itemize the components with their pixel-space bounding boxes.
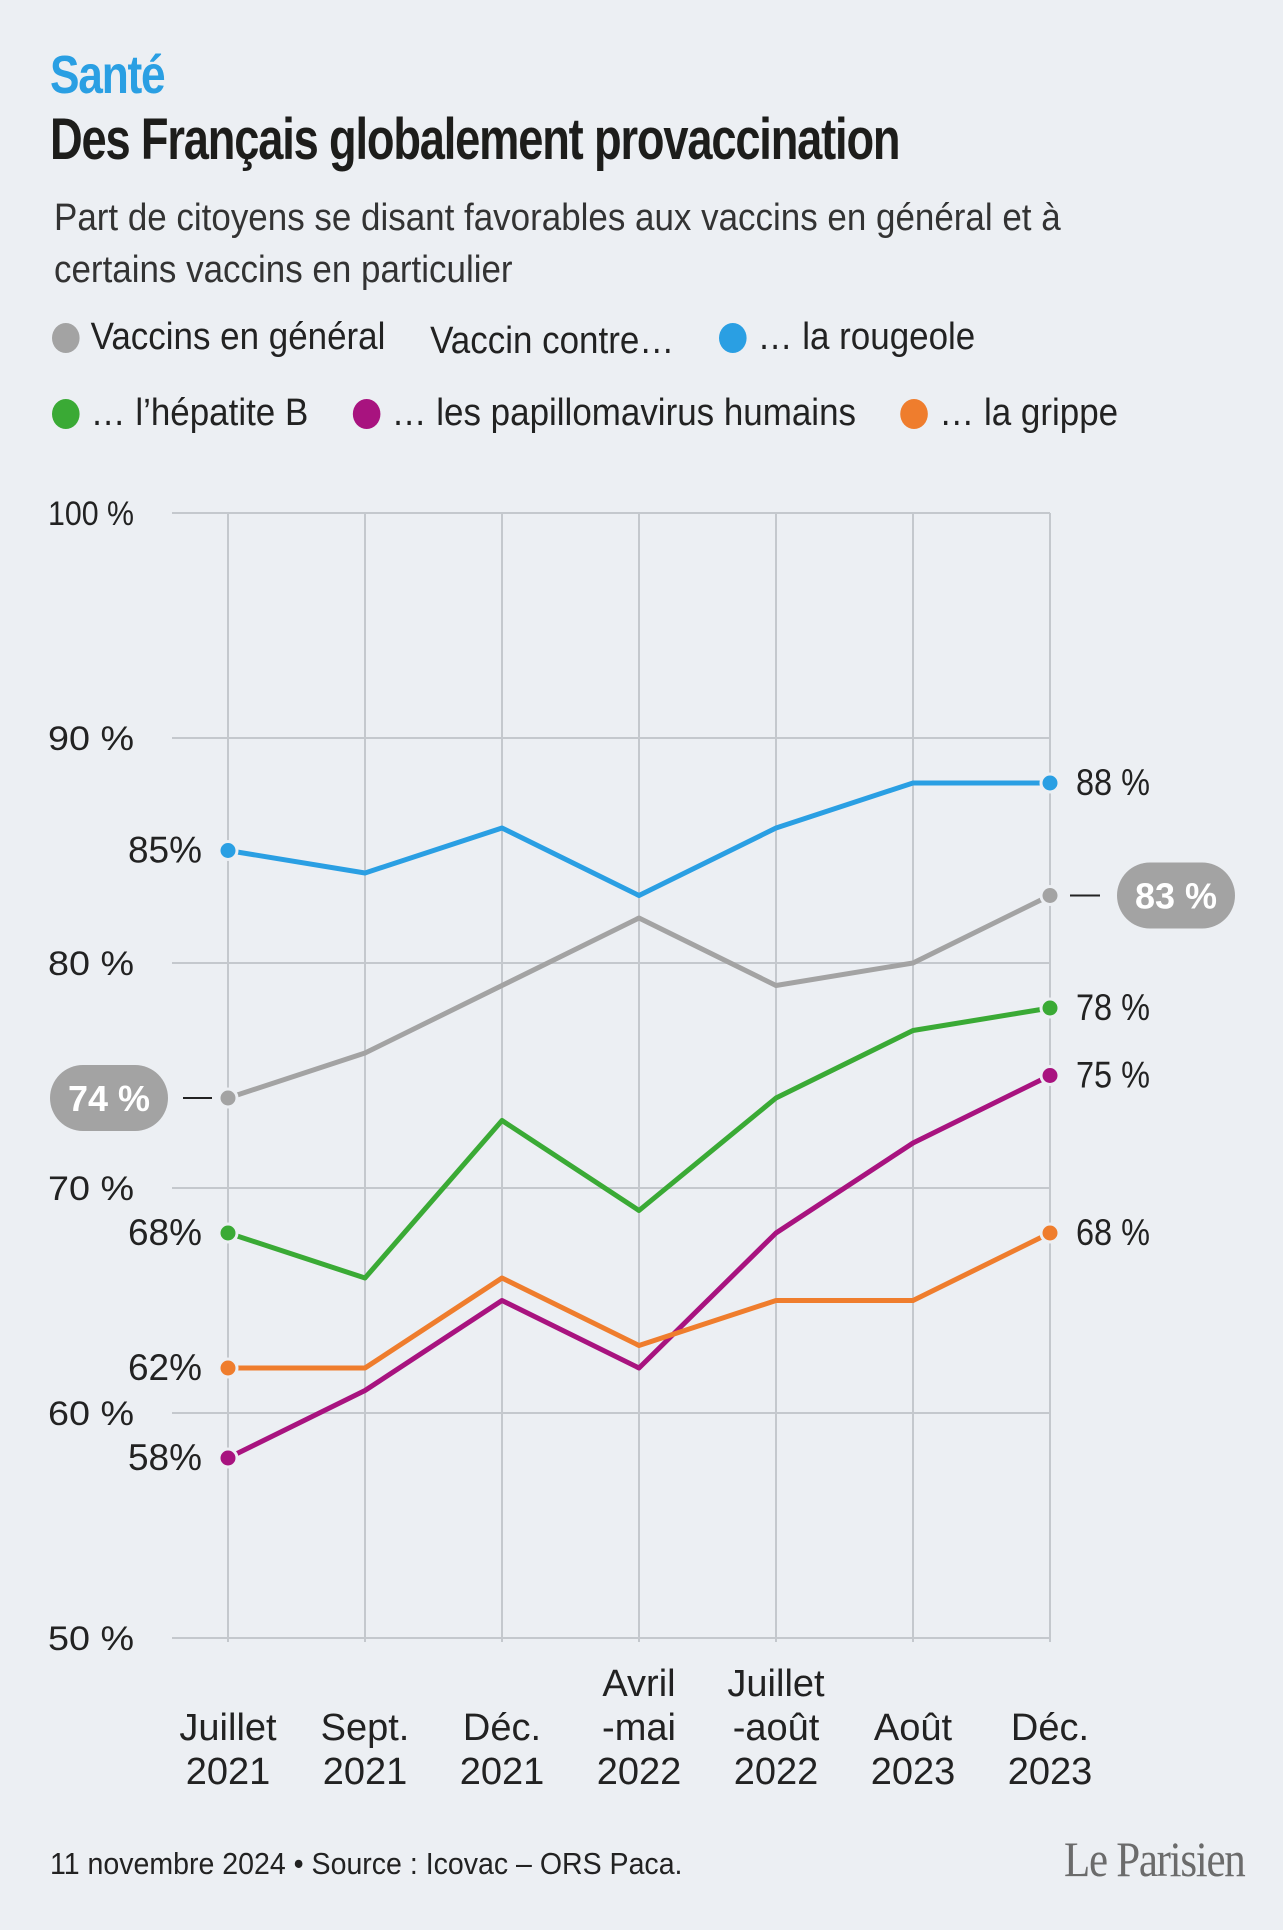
series-line-hepatite [225, 1005, 1053, 1281]
point-papillomavirus-0 [217, 1447, 239, 1469]
label-end-rougeole: 88 % [1076, 762, 1150, 803]
kicker: Santé [50, 45, 166, 105]
legend-item-general: Vaccins en général [52, 316, 385, 359]
series-line-rougeole [225, 780, 1053, 898]
legend-row-2: … l’hépatite B … les papillomavirus huma… [52, 392, 1153, 439]
point-grippe-6 [1039, 1222, 1061, 1244]
x-tick-label-6: Déc. 2023 [1008, 1707, 1093, 1793]
legend-row-1: Vaccins en général Vaccin contre… … la r… [52, 316, 1010, 363]
x-tick-label-2: Déc. 2021 [460, 1707, 545, 1793]
legend-label-rougeole: … la rougeole [757, 316, 976, 358]
x-tick-label-4: Juillet -août 2022 [727, 1663, 825, 1793]
y-tick-label-60: 60 % [48, 1395, 134, 1433]
legend-item-papillomavirus: … les papillomavirus humains [352, 392, 856, 435]
point-general-0 [217, 1087, 239, 1109]
label-end-hepatite: 78 % [1076, 987, 1150, 1028]
y-tick-label-80: 80 % [48, 945, 134, 983]
chart-title: Des Français globalement provaccination [50, 107, 901, 172]
point-grippe-0 [217, 1357, 239, 1379]
series-line-general [225, 893, 1053, 1101]
source-footer: 11 novembre 2024 • Source : Icovac – ORS… [50, 1846, 683, 1881]
legend-group-label: Vaccin contre… [430, 320, 674, 363]
chart-subtitle: Part de citoyens se disant favorables au… [54, 197, 1061, 291]
legend-label-papillomavirus: … les papillomavirus humains [391, 392, 856, 434]
y-tick-label-70: 70 % [48, 1170, 134, 1208]
legend-dot-papillomavirus [352, 398, 381, 429]
series-line-grippe [225, 1230, 1053, 1371]
point-rougeole-0 [217, 840, 239, 861]
legend-label-hepatite: … l’hépatite B [90, 392, 309, 434]
point-general-6 [1039, 885, 1061, 906]
label-start-rougeole: 85% [128, 830, 202, 871]
legend-label-grippe: … la grippe [939, 392, 1119, 434]
legend-item-hepatite: … l’hépatite B [52, 392, 308, 435]
label-start-hepatite: 68% [128, 1212, 202, 1253]
legend-label-group: Vaccin contre… [430, 319, 675, 362]
badge-start-general [50, 1065, 168, 1131]
point-papillomavirus-6 [1039, 1065, 1061, 1086]
point-hepatite-6 [1039, 997, 1061, 1019]
label-end-grippe: 68 % [1076, 1212, 1150, 1253]
x-tick-label-5: Août 2023 [871, 1707, 956, 1793]
x-tick-label-0: Juillet 2021 [179, 1707, 277, 1793]
legend-item-rougeole: … la rougeole [718, 316, 976, 359]
badge-end-general [1117, 862, 1235, 929]
legend-dot-grippe [900, 398, 929, 429]
y-tick-label-90: 90 % [48, 720, 134, 758]
series-line-papillomavirus [225, 1073, 1053, 1461]
x-tick-label-1: Sept. 2021 [321, 1707, 410, 1793]
label-start-general: 74 % [68, 1078, 150, 1119]
legend-dot-rougeole [718, 322, 747, 353]
label-end-papillomavirus: 75 % [1076, 1055, 1150, 1096]
legend-dot-hepatite [52, 398, 80, 429]
point-hepatite-0 [217, 1222, 239, 1244]
label-start-papillomavirus: 58% [128, 1437, 202, 1478]
point-rougeole-6 [1039, 772, 1061, 794]
legend-dot-general [52, 322, 80, 353]
brand-logo: Le Parisien [1064, 1831, 1246, 1887]
y-tick-label-50: 50 % [48, 1620, 134, 1658]
label-start-grippe: 62% [128, 1347, 202, 1388]
legend-item-grippe: … la grippe [900, 392, 1119, 435]
label-end-general: 83 % [1135, 876, 1217, 917]
legend-label-general: Vaccins en général [90, 316, 386, 358]
y-tick-label-100: 100 % [48, 495, 134, 533]
x-tick-label-3: Avril -mai 2022 [597, 1663, 682, 1793]
